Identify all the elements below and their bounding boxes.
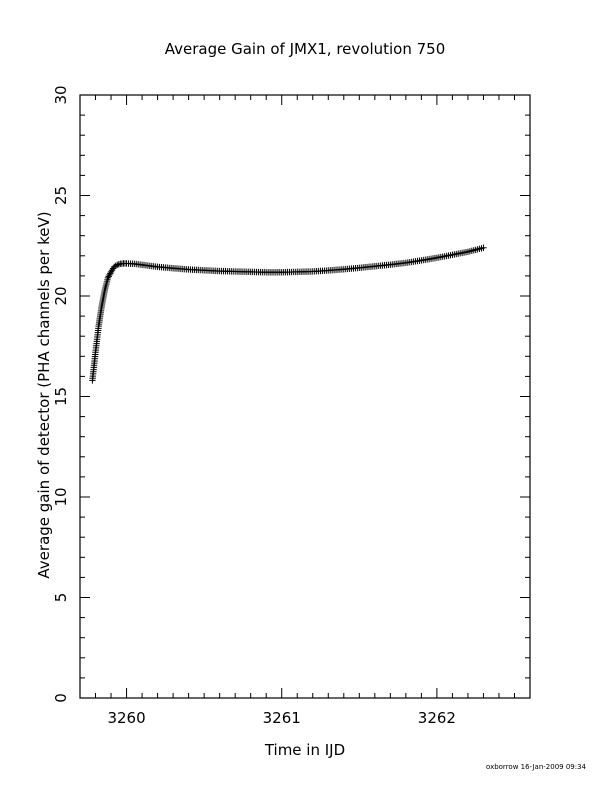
x-axis: 3260 3261 3262 <box>79 95 531 727</box>
y-axis: 0 5 10 15 20 25 30 <box>52 85 530 703</box>
y-tick-label: 15 <box>52 387 70 406</box>
y-tick-label: 0 <box>52 693 70 703</box>
y-tick-label: 20 <box>52 286 70 305</box>
data-points <box>89 244 487 384</box>
footer-credit: oxborrow 16-Jan-2009 09:34 <box>486 763 587 771</box>
data-point <box>105 273 112 280</box>
x-tick-label: 3260 <box>107 709 145 727</box>
x-tick-label: 3261 <box>263 709 301 727</box>
plot-border <box>79 94 531 699</box>
y-tick-label: 30 <box>52 85 70 104</box>
y-tick-label: 25 <box>52 186 70 205</box>
plot-frame <box>79 94 531 699</box>
chart-title: Average Gain of JMX1, revolution 750 <box>165 40 446 58</box>
y-tick-label: 10 <box>52 487 70 506</box>
data-point <box>104 274 112 282</box>
data-point <box>115 261 122 268</box>
data-point <box>480 244 487 251</box>
x-tick-label: 3262 <box>418 709 456 727</box>
x-axis-label: Time in IJD <box>264 741 345 759</box>
y-axis-label: Average gain of detector (PHA channels p… <box>35 211 53 578</box>
y-tick-label: 5 <box>52 593 70 603</box>
data-point <box>112 262 119 270</box>
data-point <box>114 261 121 269</box>
data-point <box>106 271 113 279</box>
